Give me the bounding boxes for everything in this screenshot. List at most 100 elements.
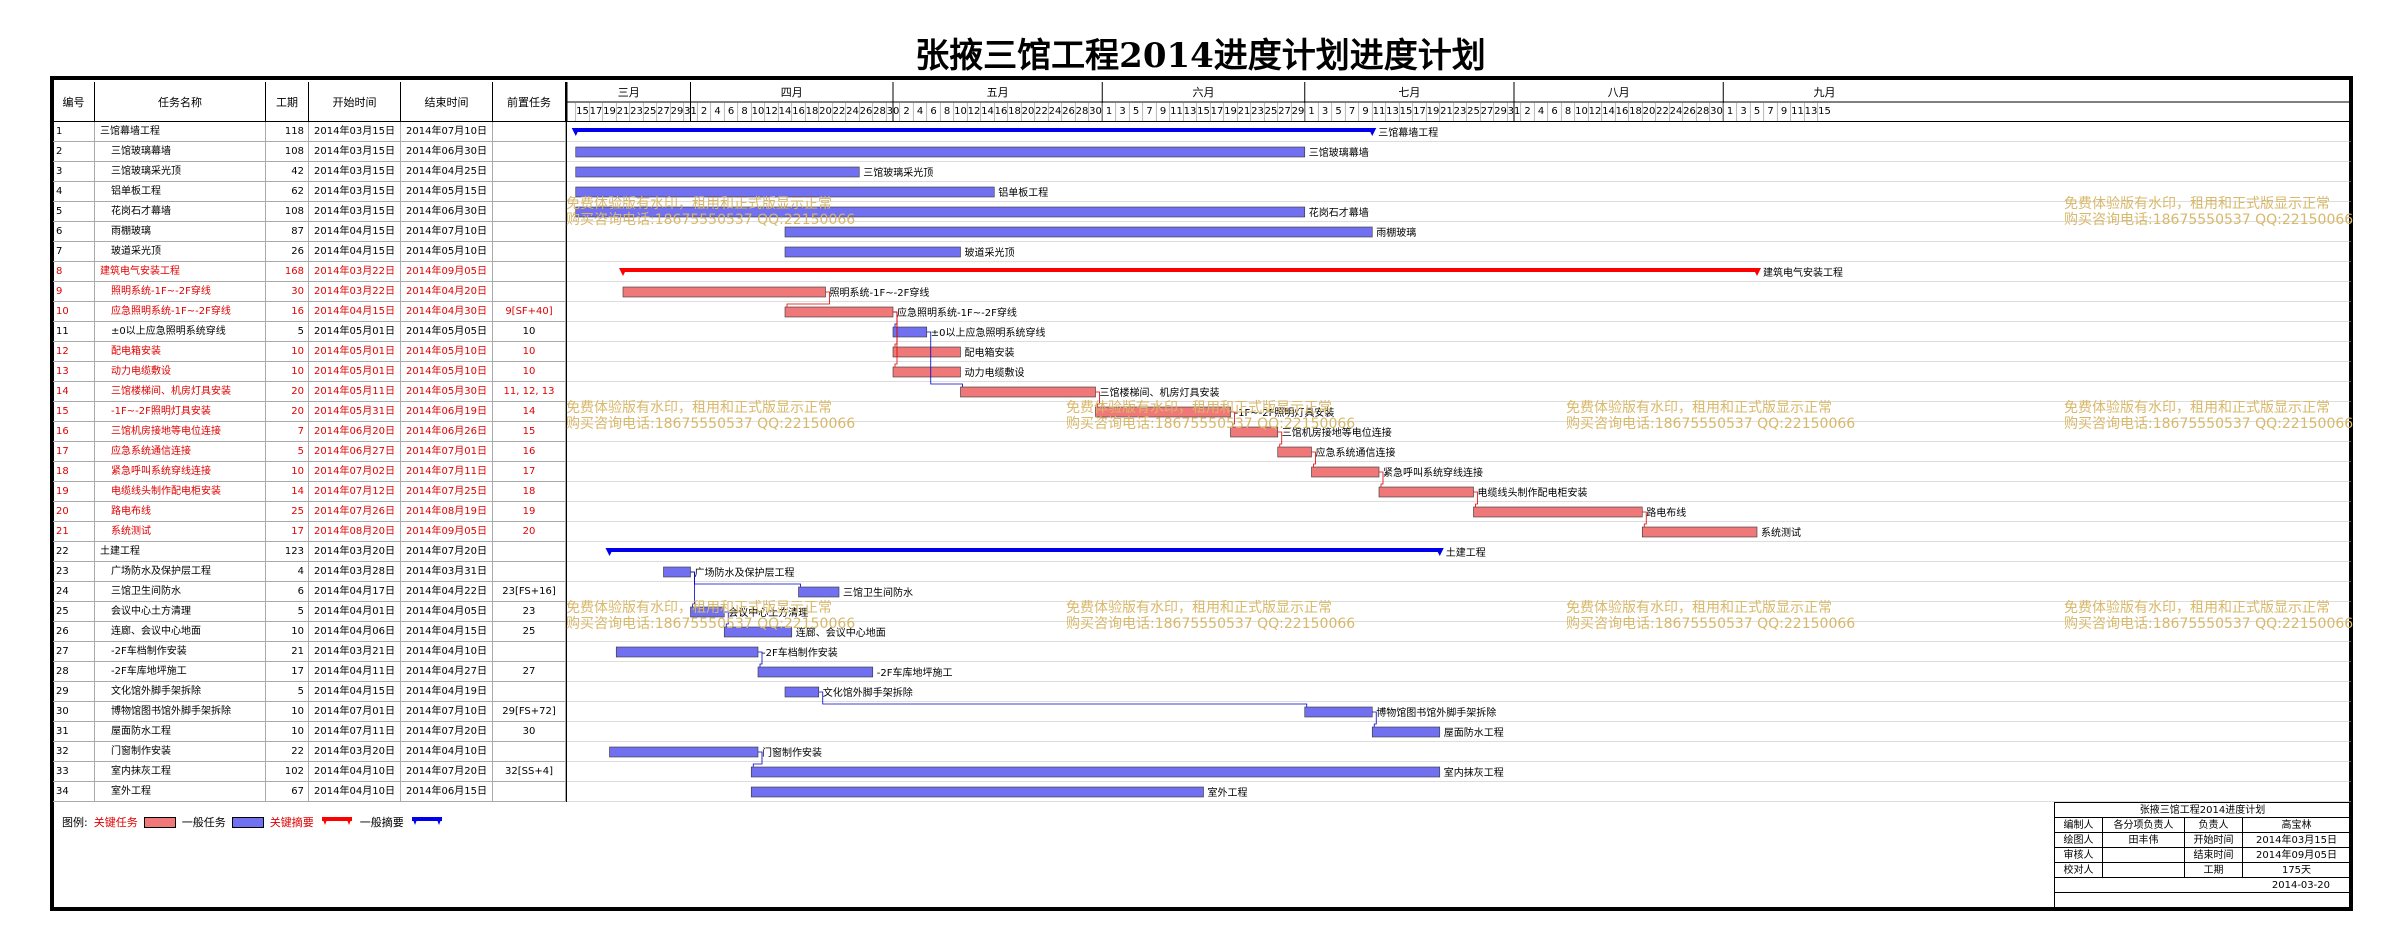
task-bar xyxy=(723,626,793,638)
day-label: 5 xyxy=(1335,106,1341,117)
task-start: 2014年05月01日 xyxy=(309,322,401,342)
task-bar xyxy=(1371,726,1441,738)
task-bar xyxy=(615,646,759,658)
day-label: 24 xyxy=(846,106,859,117)
dependency-link xyxy=(1372,711,1377,727)
day-label: 3 xyxy=(1119,106,1125,117)
task-name: 门窗制作安装 xyxy=(95,742,266,762)
table-row: 30 博物馆图书馆外脚手架拆除 10 2014年07月01日 2014年07月10日 29… xyxy=(53,702,566,722)
day-label: 15 xyxy=(576,106,589,117)
month-label: 八月 xyxy=(1608,86,1630,99)
legend-critical-task-label: 关键任务 xyxy=(93,816,138,829)
task-label: 门窗制作安装 xyxy=(762,746,822,759)
task-name: 铝单板工程 xyxy=(95,182,266,202)
watermark: 免费体验版有水印，租用和正式版显示正常 购买咨询电话:18675550537 QQ… xyxy=(2064,400,2353,432)
task-predecessors xyxy=(493,682,566,702)
task-duration: 10 xyxy=(266,362,309,382)
watermark-line1: 免费体验版有水印，租用和正式版显示正常 xyxy=(1566,600,1832,616)
task-start: 2014年06月20日 xyxy=(309,422,401,442)
task-name: 土建工程 xyxy=(95,542,266,562)
day-label: 6 xyxy=(728,106,734,117)
watermark-line2: 购买咨询电话:18675550537 QQ:22150066 xyxy=(2064,616,2354,632)
day-label: 10 xyxy=(954,106,967,117)
watermark-line2: 购买咨询电话:18675550537 QQ:22150066 xyxy=(566,616,856,632)
task-label: 博物馆图书馆外脚手架拆除 xyxy=(1376,706,1496,719)
task-bar xyxy=(1304,706,1373,718)
task-name: 照明系统-1F~-2F穿线 xyxy=(95,282,266,302)
task-label: 文化馆外脚手架拆除 xyxy=(823,686,913,699)
task-duration: 5 xyxy=(266,602,309,622)
task-name: 紧急呼叫系统穿线连接 xyxy=(95,462,266,482)
task-predecessors: 10 xyxy=(493,342,566,362)
signoff-cell: 绘图人 xyxy=(2055,833,2103,848)
task-label: 连廊、会议中心地面 xyxy=(796,626,886,639)
page-title: 张掖三馆工程2014进度计划进度计划 xyxy=(915,36,1486,76)
table-row: 3 三馆玻璃采光顶 42 2014年03月15日 2014年04月25日 xyxy=(53,162,566,182)
day-label: 23 xyxy=(630,106,643,117)
task-duration: 6 xyxy=(266,582,309,602)
header-start: 开始时间 xyxy=(309,82,401,122)
task-duration: 108 xyxy=(266,202,309,222)
dependency-link xyxy=(1379,471,1384,487)
summary-start-marker xyxy=(619,268,627,276)
task-bar xyxy=(757,666,874,678)
table-row: 22 土建工程 123 2014年03月20日 2014年07月20日 xyxy=(53,542,566,562)
day-label: 29 xyxy=(1292,106,1305,117)
day-label: 22 xyxy=(1656,106,1669,117)
day-label: 25 xyxy=(1467,106,1480,117)
day-label: 17 xyxy=(1211,106,1224,117)
task-duration: 17 xyxy=(266,522,309,542)
summary-start-marker xyxy=(605,548,614,556)
task-start: 2014年04月01日 xyxy=(309,602,401,622)
task-end: 2014年05月10日 xyxy=(401,362,493,382)
dependency-link xyxy=(690,571,695,607)
watermark-line1: 免费体验版有水印，租用和正式版显示正常 xyxy=(566,400,832,416)
task-label: 屋面防水工程 xyxy=(1444,726,1504,739)
task-name: 三馆楼梯间、机房灯具安装 xyxy=(95,382,266,402)
task-id: 26 xyxy=(53,622,95,642)
summary-end-marker xyxy=(1435,548,1444,556)
task-label: ±0以上应急照明系统穿线 xyxy=(931,326,1046,339)
task-start: 2014年03月15日 xyxy=(309,182,401,202)
task-predecessors xyxy=(493,122,566,142)
task-bar xyxy=(609,746,759,758)
task-start: 2014年05月01日 xyxy=(309,362,401,382)
watermark-line2: 购买咨询电话:18675550537 QQ:22150066 xyxy=(2064,416,2354,432)
task-id: 14 xyxy=(53,382,95,402)
day-label: 28 xyxy=(1697,106,1710,117)
task-bar xyxy=(784,246,961,258)
task-end: 2014年06月19日 xyxy=(401,402,493,422)
task-bar xyxy=(663,566,691,578)
task-label: 配电箱安装 xyxy=(965,346,1015,359)
task-id: 20 xyxy=(53,502,95,522)
task-duration: 20 xyxy=(266,382,309,402)
task-duration: 25 xyxy=(266,502,309,522)
task-id: 23 xyxy=(53,562,95,582)
task-duration: 108 xyxy=(266,142,309,162)
signoff-cell: 开始时间 xyxy=(2185,833,2243,848)
task-predecessors xyxy=(493,542,566,562)
task-start: 2014年07月11日 xyxy=(309,722,401,742)
table-row: 28 -2F车库地坪施工 17 2014年04月11日 2014年04月27日 27 xyxy=(53,662,566,682)
task-bar xyxy=(1277,446,1312,458)
task-predecessors xyxy=(493,642,566,662)
task-predecessors: 32[SS+4] xyxy=(493,762,566,782)
task-id: 25 xyxy=(53,602,95,622)
summary-label: 土建工程 xyxy=(1446,546,1486,559)
watermark-line2: 购买咨询电话:18675550537 QQ:22150066 xyxy=(1066,416,1356,432)
task-end: 2014年04月10日 xyxy=(401,742,493,762)
watermark-line1: 免费体验版有水印，租用和正式版显示正常 xyxy=(566,196,832,212)
task-end: 2014年04月27日 xyxy=(401,662,493,682)
task-label: 三馆楼梯间、机房灯具安装 xyxy=(1100,386,1220,399)
day-label: 9 xyxy=(1362,106,1368,117)
task-duration: 10 xyxy=(266,622,309,642)
task-start: 2014年07月26日 xyxy=(309,502,401,522)
task-id: 19 xyxy=(53,482,95,502)
watermark: 免费体验版有水印，租用和正式版显示正常 购买咨询电话:18675550537 QQ… xyxy=(566,600,855,632)
signoff-cell: 2014年03月15日 xyxy=(2243,833,2351,848)
task-name: 应急照明系统-1F~-2F穿线 xyxy=(95,302,266,322)
task-label: 系统测试 xyxy=(1761,526,1801,539)
task-end: 2014年03月31日 xyxy=(401,562,493,582)
task-id: 17 xyxy=(53,442,95,462)
table-row: 5 花岗石才幕墙 108 2014年03月15日 2014年06月30日 xyxy=(53,202,566,222)
